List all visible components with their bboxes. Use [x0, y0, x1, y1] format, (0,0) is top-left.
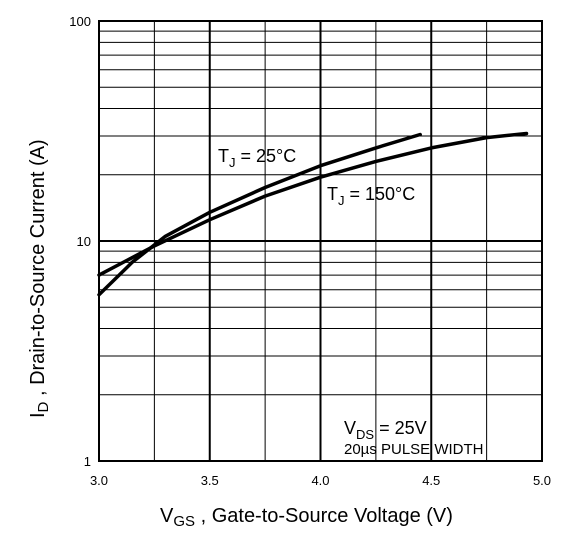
y-tick-label: 100 — [69, 14, 91, 29]
pulse-width-annotation: 20µs PULSE WIDTH — [344, 441, 484, 458]
series-line-1 — [97, 131, 529, 277]
series-line-0 — [97, 132, 422, 297]
x-tick-label: 4.0 — [311, 473, 329, 488]
x-axis-label: VGS , Gate-to-Source Voltage (V) — [160, 505, 453, 530]
series-label-25c: TJ = 25°C — [218, 146, 296, 170]
series-lines — [97, 131, 529, 297]
vds-annotation: VDS = 25V — [344, 418, 427, 442]
y-tick-label: 1 — [84, 454, 91, 469]
x-tick-label: 4.5 — [422, 473, 440, 488]
grid-major — [99, 21, 542, 461]
x-tick-label: 3.5 — [201, 473, 219, 488]
x-tick-label: 5.0 — [533, 473, 551, 488]
y-tick-labels: 1 10 100 — [69, 14, 91, 469]
y-tick-label: 10 — [77, 234, 91, 249]
x-tick-label: 3.0 — [90, 473, 108, 488]
plot-frame — [98, 20, 543, 462]
series-label-150c: TJ = 150°C — [327, 184, 415, 208]
y-axis-label: ID , Drain-to-Source Current (A) — [27, 139, 52, 418]
x-tick-labels: 3.0 3.5 4.0 4.5 5.0 — [90, 473, 551, 488]
